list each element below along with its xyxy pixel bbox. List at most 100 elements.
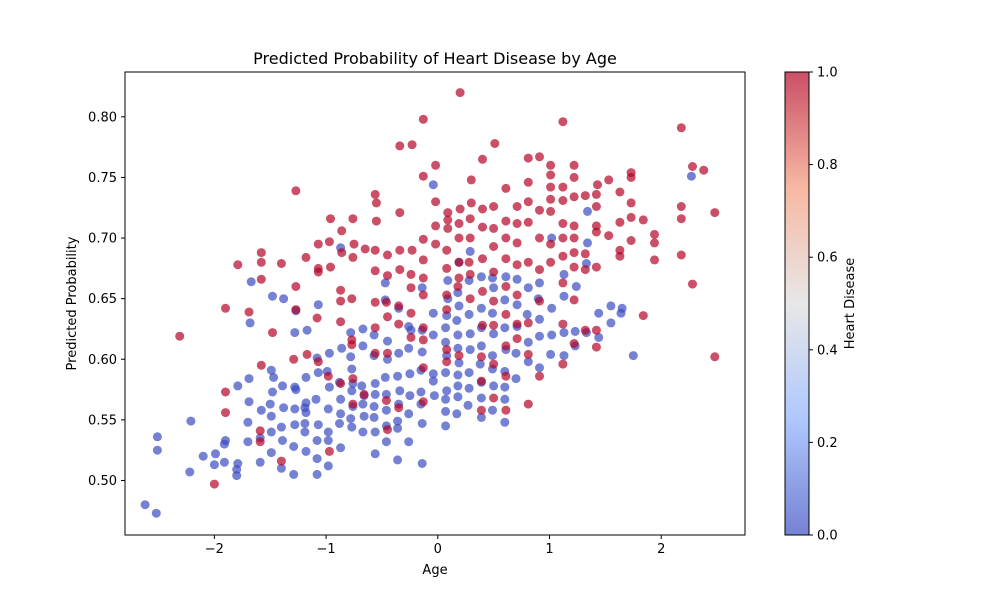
data-point-class-0 bbox=[441, 406, 451, 416]
data-point-class-1 bbox=[569, 172, 579, 182]
data-point-class-1 bbox=[370, 245, 380, 255]
data-point-class-0 bbox=[441, 421, 451, 431]
data-point-class-0 bbox=[453, 381, 463, 391]
data-point-class-0 bbox=[211, 449, 220, 459]
data-point-class-1 bbox=[699, 165, 709, 175]
data-point-class-1 bbox=[337, 226, 347, 236]
data-point-class-1 bbox=[348, 214, 358, 224]
data-point-class-1 bbox=[454, 351, 464, 361]
data-point-class-0 bbox=[266, 427, 276, 437]
data-point-class-1 bbox=[406, 269, 416, 279]
data-point-class-1 bbox=[349, 239, 359, 249]
data-point-class-0 bbox=[441, 337, 451, 347]
data-point-class-1 bbox=[370, 297, 380, 307]
data-point-class-1 bbox=[383, 425, 392, 435]
data-point-class-1 bbox=[233, 260, 243, 270]
data-point-class-0 bbox=[152, 432, 162, 442]
data-point-class-1 bbox=[626, 212, 636, 222]
data-point-class-0 bbox=[404, 437, 414, 447]
data-point-class-1 bbox=[313, 263, 323, 273]
data-point-class-1 bbox=[638, 215, 648, 225]
data-point-class-1 bbox=[442, 305, 452, 315]
x-axis-label: Age bbox=[422, 563, 447, 578]
data-point-class-0 bbox=[290, 328, 300, 338]
data-point-class-0 bbox=[417, 419, 427, 428]
data-point-class-1 bbox=[512, 319, 522, 329]
colorbar-gradient bbox=[785, 72, 809, 535]
data-point-class-1 bbox=[626, 168, 636, 178]
data-point-class-0 bbox=[302, 325, 312, 335]
data-point-class-0 bbox=[370, 379, 380, 388]
data-point-class-1 bbox=[370, 348, 380, 358]
data-point-class-0 bbox=[547, 330, 557, 340]
data-point-class-1 bbox=[466, 198, 476, 208]
data-point-class-1 bbox=[301, 252, 311, 262]
data-point-class-0 bbox=[501, 272, 511, 282]
data-point-class-1 bbox=[418, 363, 428, 373]
data-point-class-0 bbox=[511, 348, 521, 358]
data-point-class-0 bbox=[336, 394, 346, 404]
y-tick-label: 0.75 bbox=[88, 171, 117, 186]
data-point-class-0 bbox=[476, 272, 486, 282]
data-point-class-1 bbox=[580, 325, 590, 335]
data-point-class-1 bbox=[324, 446, 334, 456]
data-point-class-1 bbox=[523, 217, 533, 227]
data-point-class-1 bbox=[535, 296, 544, 306]
data-point-class-1 bbox=[523, 318, 533, 328]
data-point-class-1 bbox=[370, 323, 380, 333]
data-point-class-1 bbox=[591, 262, 601, 272]
data-point-class-1 bbox=[478, 320, 487, 330]
data-point-class-1 bbox=[558, 196, 568, 205]
data-point-class-0 bbox=[475, 359, 485, 369]
data-point-class-0 bbox=[244, 397, 254, 407]
data-point-class-0 bbox=[255, 457, 265, 467]
data-point-class-0 bbox=[323, 427, 333, 437]
data-point-class-1 bbox=[558, 233, 568, 243]
data-point-class-1 bbox=[676, 250, 686, 260]
data-point-class-0 bbox=[488, 405, 497, 415]
data-point-class-0 bbox=[476, 303, 486, 313]
data-point-class-0 bbox=[289, 469, 299, 479]
data-point-class-1 bbox=[501, 405, 511, 415]
data-point-class-0 bbox=[464, 368, 474, 378]
data-point-class-0 bbox=[347, 422, 357, 432]
data-point-class-1 bbox=[276, 259, 286, 268]
data-point-class-0 bbox=[488, 308, 497, 318]
data-point-class-1 bbox=[347, 335, 357, 345]
data-point-class-0 bbox=[369, 330, 379, 340]
data-point-class-1 bbox=[407, 140, 417, 150]
data-point-class-0 bbox=[511, 374, 521, 384]
data-point-class-1 bbox=[395, 245, 405, 255]
data-point-class-1 bbox=[268, 328, 277, 338]
data-point-class-1 bbox=[371, 216, 381, 226]
data-point-class-1 bbox=[209, 479, 219, 489]
data-point-class-0 bbox=[404, 409, 414, 419]
data-point-class-1 bbox=[523, 177, 533, 187]
data-point-class-1 bbox=[175, 331, 185, 341]
data-point-class-1 bbox=[443, 215, 453, 225]
data-point-class-1 bbox=[324, 237, 334, 247]
data-point-class-0 bbox=[244, 374, 254, 384]
colorbar-label: Heart Disease bbox=[843, 258, 858, 349]
data-point-class-0 bbox=[522, 309, 532, 319]
data-point-class-1 bbox=[535, 371, 544, 381]
y-tick-label: 0.60 bbox=[88, 353, 117, 368]
data-point-class-1 bbox=[431, 197, 441, 207]
data-point-class-1 bbox=[337, 248, 347, 258]
data-point-class-1 bbox=[569, 295, 579, 305]
data-point-class-0 bbox=[465, 329, 475, 339]
data-point-class-1 bbox=[442, 290, 452, 300]
data-point-class-1 bbox=[478, 254, 487, 264]
data-point-class-1 bbox=[523, 349, 533, 359]
data-point-class-1 bbox=[688, 162, 697, 171]
data-point-class-1 bbox=[221, 408, 230, 418]
data-point-class-1 bbox=[604, 231, 614, 241]
data-point-class-1 bbox=[418, 234, 428, 244]
data-point-class-0 bbox=[140, 500, 150, 510]
data-point-class-1 bbox=[476, 376, 486, 386]
data-point-class-0 bbox=[405, 391, 415, 401]
data-point-class-1 bbox=[418, 290, 428, 300]
data-point-class-0 bbox=[594, 308, 604, 318]
data-point-class-0 bbox=[265, 399, 275, 409]
data-point-class-1 bbox=[312, 313, 322, 323]
